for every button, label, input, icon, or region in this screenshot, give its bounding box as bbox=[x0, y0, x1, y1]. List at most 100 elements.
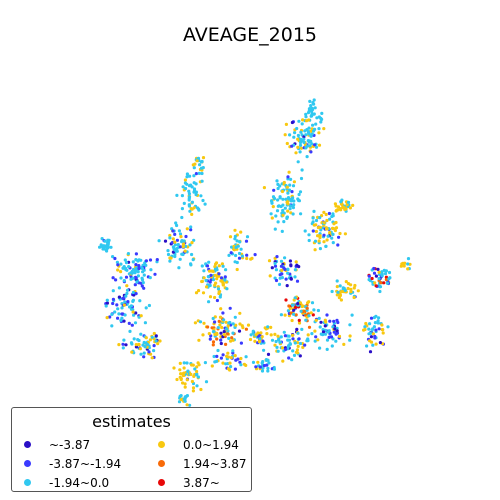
map-point bbox=[190, 252, 194, 257]
map-point bbox=[122, 279, 126, 283]
map-point bbox=[183, 385, 187, 389]
map-point bbox=[122, 319, 126, 323]
map-point bbox=[324, 227, 329, 231]
map-point bbox=[336, 290, 340, 294]
map-point bbox=[303, 343, 307, 347]
map-point bbox=[251, 360, 256, 364]
map-point bbox=[111, 276, 115, 280]
map-point bbox=[196, 375, 200, 379]
map-point bbox=[290, 144, 294, 148]
map-point bbox=[317, 239, 321, 243]
map-point bbox=[372, 266, 376, 271]
map-point bbox=[344, 207, 348, 211]
map-point bbox=[372, 271, 377, 275]
map-point bbox=[377, 316, 381, 320]
map-point bbox=[137, 343, 141, 347]
map-point bbox=[308, 99, 312, 103]
map-point bbox=[281, 208, 285, 213]
map-point bbox=[105, 244, 109, 248]
map-point bbox=[158, 339, 162, 343]
map-point bbox=[102, 244, 106, 248]
map-point bbox=[312, 223, 316, 227]
map-point bbox=[318, 247, 322, 251]
map-point bbox=[116, 263, 120, 267]
map-point bbox=[104, 304, 108, 308]
map-point bbox=[195, 365, 199, 369]
map-point bbox=[193, 321, 197, 325]
map-point bbox=[337, 334, 342, 338]
map-point bbox=[166, 249, 170, 253]
map-point bbox=[130, 350, 134, 354]
map-point bbox=[328, 217, 332, 221]
map-point bbox=[313, 239, 318, 243]
map-point bbox=[117, 286, 121, 290]
map-point bbox=[171, 229, 175, 233]
map-point bbox=[221, 353, 225, 357]
map-point bbox=[285, 185, 289, 189]
map-point bbox=[246, 323, 251, 327]
map-point bbox=[175, 223, 179, 228]
map-point bbox=[267, 259, 272, 263]
map-point bbox=[276, 220, 280, 224]
map-point bbox=[280, 268, 284, 272]
map-point bbox=[328, 230, 332, 235]
map-point bbox=[380, 328, 384, 332]
map-point bbox=[319, 120, 323, 124]
map-point bbox=[143, 321, 147, 325]
map-point bbox=[124, 275, 129, 279]
map-point bbox=[313, 339, 317, 343]
map-point bbox=[311, 216, 315, 220]
map-point bbox=[335, 318, 339, 322]
map-point bbox=[195, 384, 199, 388]
map-point bbox=[374, 284, 378, 288]
map-point bbox=[131, 260, 135, 264]
map-point bbox=[201, 291, 206, 295]
map-point bbox=[279, 259, 284, 263]
map-point bbox=[119, 262, 123, 266]
map-point bbox=[116, 316, 120, 320]
map-point bbox=[217, 264, 221, 268]
map-point bbox=[219, 338, 223, 342]
map-point bbox=[150, 356, 154, 360]
map-point bbox=[123, 313, 127, 317]
map-point bbox=[311, 101, 315, 105]
map-point bbox=[291, 212, 295, 216]
map-point bbox=[275, 345, 279, 349]
map-point bbox=[176, 243, 180, 247]
map-point bbox=[178, 375, 182, 379]
map-point bbox=[335, 279, 339, 283]
map-point bbox=[221, 264, 225, 268]
map-point bbox=[309, 104, 313, 108]
map-point bbox=[229, 251, 233, 255]
map-point bbox=[177, 229, 181, 233]
map-point bbox=[288, 204, 292, 208]
map-point bbox=[318, 225, 322, 229]
map-point bbox=[124, 261, 129, 265]
map-point bbox=[297, 192, 301, 197]
map-point bbox=[324, 244, 328, 248]
map-point bbox=[179, 398, 183, 402]
map-point bbox=[209, 278, 213, 282]
map-point bbox=[368, 339, 372, 343]
map-point bbox=[293, 296, 297, 300]
map-point bbox=[280, 189, 285, 194]
map-point bbox=[304, 119, 309, 123]
map-point bbox=[322, 127, 326, 131]
map-point bbox=[336, 243, 340, 247]
map-point bbox=[254, 365, 258, 369]
map-point bbox=[215, 359, 219, 363]
map-point bbox=[304, 112, 308, 116]
map-point bbox=[378, 341, 382, 345]
map-point bbox=[211, 340, 216, 344]
map-point bbox=[157, 239, 161, 243]
map-point bbox=[231, 338, 235, 342]
map-point bbox=[152, 349, 156, 353]
map-point bbox=[200, 159, 204, 164]
map-point bbox=[284, 122, 288, 126]
map-point bbox=[266, 369, 270, 373]
map-point bbox=[133, 283, 137, 287]
map-point bbox=[216, 348, 220, 353]
map-point bbox=[295, 263, 299, 267]
map-point bbox=[220, 325, 224, 330]
map-point bbox=[238, 322, 242, 326]
